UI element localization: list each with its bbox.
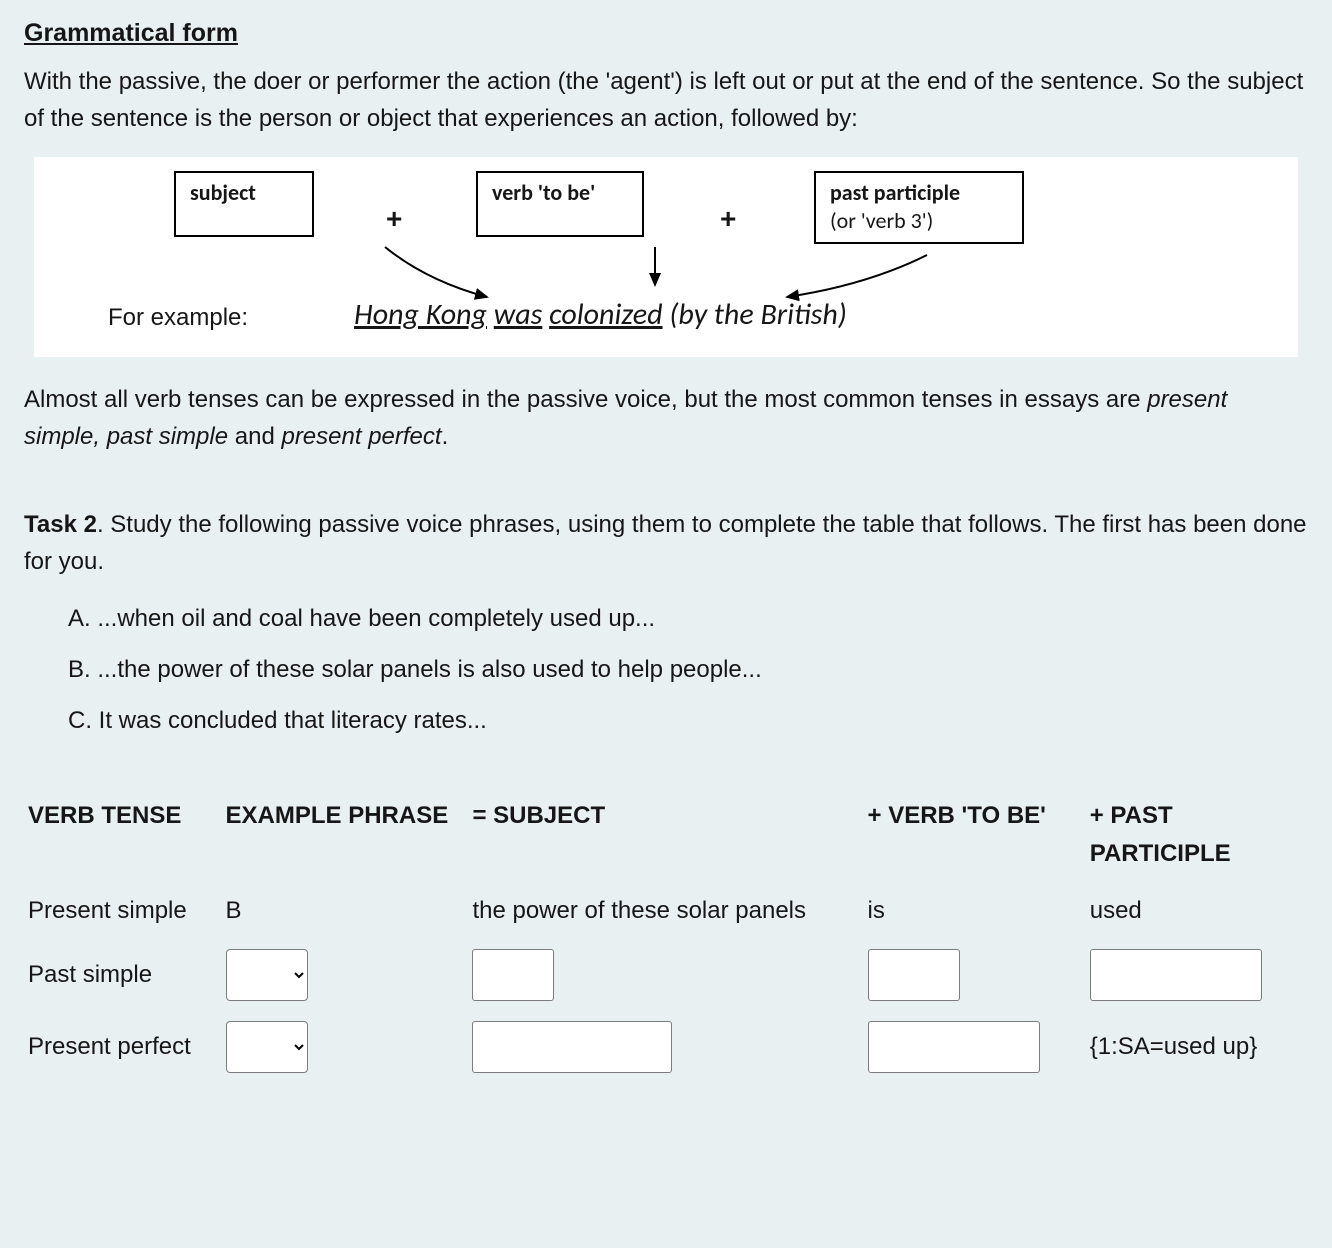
page-root: Grammatical form With the passive, the d…: [0, 0, 1332, 1123]
cell-tense: Past simple: [24, 939, 222, 1011]
th-example: EXAMPLE PHRASE: [222, 787, 469, 881]
th-subject: = SUBJECT: [468, 787, 863, 881]
diagram-box-past-participle: past participle (or 'verb 3'): [814, 171, 1024, 244]
cell-pp: used: [1086, 882, 1308, 939]
diagram-box-past-participle-label: past participle: [830, 179, 960, 206]
table-row: Present simple B the power of these sola…: [24, 882, 1308, 939]
example-be: was: [494, 296, 543, 333]
cell-example: B: [222, 882, 469, 939]
th-be: + VERB 'TO BE': [864, 787, 1086, 881]
diagram-box-verb-to-be-label: verb 'to be': [492, 179, 595, 206]
section-heading: Grammatical form: [24, 14, 1308, 53]
example-subject: Hong Kong: [354, 296, 487, 333]
cell-be: is: [864, 882, 1086, 939]
example-select-past-simple[interactable]: ABC: [226, 949, 308, 1001]
diagram-box-subject: subject: [174, 171, 314, 237]
diagram-box-subject-label: subject: [190, 179, 256, 206]
intro-paragraph: With the passive, the doer or performer …: [24, 63, 1308, 137]
cell-subject: the power of these solar panels: [468, 882, 863, 939]
cell-tense: Present simple: [24, 882, 222, 939]
plus-icon: +: [386, 197, 402, 240]
passive-table: VERB TENSE EXAMPLE PHRASE = SUBJECT + VE…: [24, 787, 1308, 1083]
th-tense: VERB TENSE: [24, 787, 222, 881]
subject-input-present-perfect[interactable]: [472, 1021, 672, 1073]
example-select-present-perfect[interactable]: ABC: [226, 1021, 308, 1073]
be-input-present-perfect[interactable]: [868, 1021, 1040, 1073]
formula-diagram: subject + verb 'to be' + past participle…: [34, 157, 1298, 357]
diagram-box-verb-to-be: verb 'to be': [476, 171, 644, 237]
table-row: Past simple ABC: [24, 939, 1308, 1011]
tenses-paragraph: Almost all verb tenses can be expressed …: [24, 381, 1308, 455]
diagram-box-past-participle-sub: (or 'verb 3'): [830, 207, 933, 234]
tenses-text-italic2: present perfect: [281, 423, 441, 450]
plus-icon: +: [720, 197, 736, 240]
phrase-b: B. ...the power of these solar panels is…: [68, 651, 1308, 688]
tenses-text-post: .: [442, 423, 449, 450]
example-agent: (by the British): [669, 296, 847, 333]
be-input-past-simple[interactable]: [868, 949, 960, 1001]
th-pp: + PAST PARTICIPLE: [1086, 787, 1308, 881]
phrase-list: A. ...when oil and coal have been comple…: [68, 600, 1308, 740]
example-sentence: Hong Kong was colonized (by the British): [354, 292, 847, 339]
table-header-row: VERB TENSE EXAMPLE PHRASE = SUBJECT + VE…: [24, 787, 1308, 881]
cell-pp-literal: {1:SA=used up}: [1086, 1011, 1308, 1083]
task2-prompt: Task 2. Study the following passive voic…: [24, 506, 1308, 580]
pp-input-past-simple[interactable]: [1090, 949, 1262, 1001]
subject-input-past-simple[interactable]: [472, 949, 554, 1001]
phrase-c: C. It was concluded that literacy rates.…: [68, 702, 1308, 739]
task2-text: . Study the following passive voice phra…: [24, 511, 1307, 575]
table-row: Present perfect ABC {1:SA=used up}: [24, 1011, 1308, 1083]
example-pp: colonized: [549, 296, 662, 333]
phrase-a: A. ...when oil and coal have been comple…: [68, 600, 1308, 637]
tenses-text-pre: Almost all verb tenses can be expressed …: [24, 386, 1147, 413]
for-example-label: For example:: [108, 299, 248, 336]
task2-label: Task 2: [24, 511, 97, 538]
cell-tense: Present perfect: [24, 1011, 222, 1083]
tenses-text-mid: and: [228, 423, 281, 450]
